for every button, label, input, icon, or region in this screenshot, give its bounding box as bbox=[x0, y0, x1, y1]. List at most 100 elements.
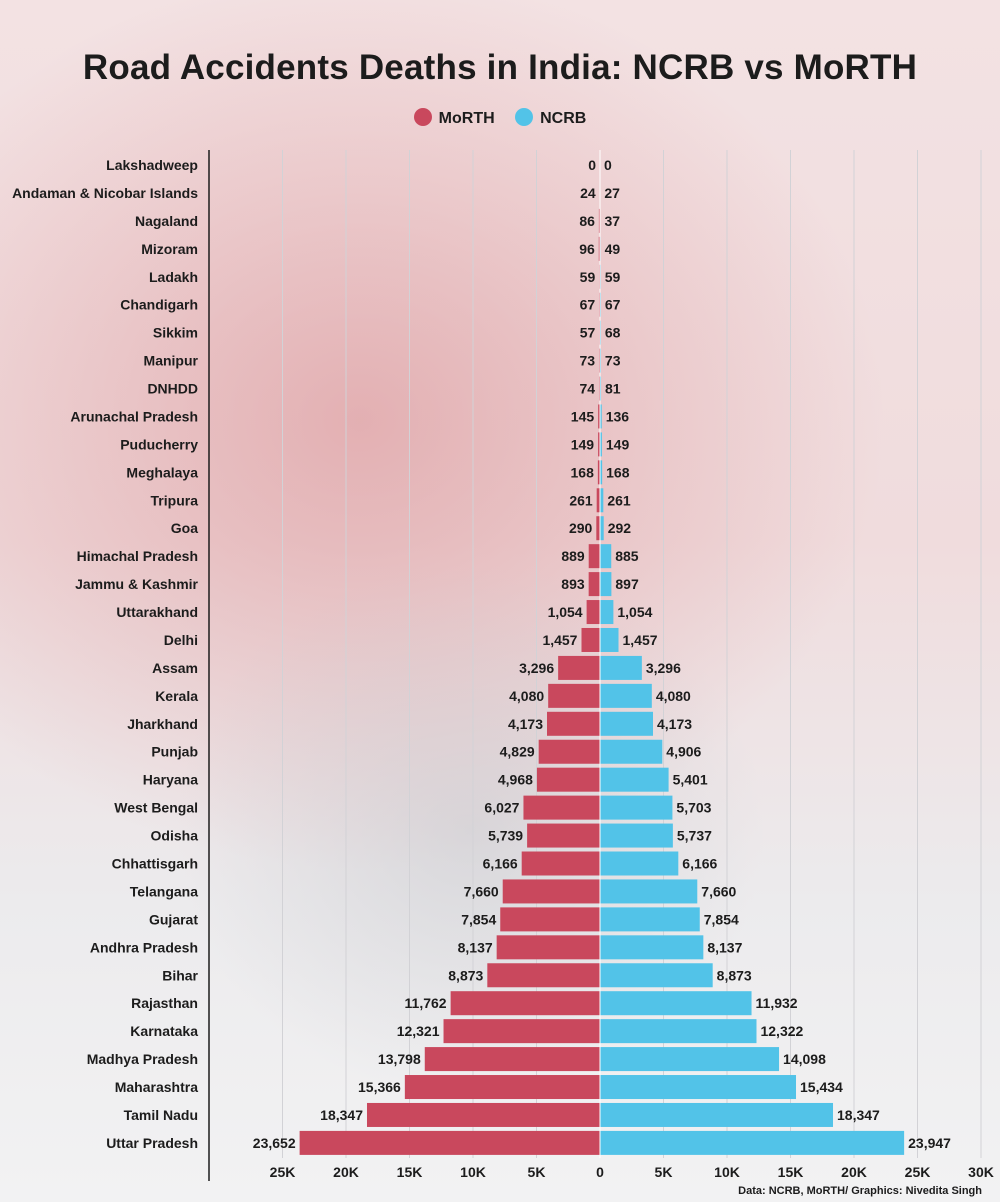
bar-ncrb bbox=[600, 963, 713, 988]
bar-ncrb bbox=[600, 432, 602, 457]
data-label-morth: 57 bbox=[580, 325, 596, 341]
data-label-morth: 73 bbox=[579, 353, 595, 369]
bar-morth bbox=[404, 1075, 600, 1100]
data-label-morth: 4,829 bbox=[500, 744, 535, 760]
x-tick-label: 30K bbox=[968, 1164, 994, 1180]
bar-morth bbox=[443, 1019, 600, 1044]
chart-title: Road Accidents Deaths in India: NCRB vs … bbox=[82, 48, 918, 87]
data-label-morth: 11,762 bbox=[405, 995, 447, 1011]
legend-label-morth: MoRTH bbox=[438, 110, 495, 127]
data-label-morth: 168 bbox=[571, 464, 595, 480]
bar-morth bbox=[299, 1130, 600, 1155]
bar-morth bbox=[596, 516, 600, 541]
data-label-ncrb: 27 bbox=[604, 185, 620, 201]
x-tick-label: 25K bbox=[905, 1164, 931, 1180]
bar-ncrb bbox=[600, 851, 679, 876]
category-label: Meghalaya bbox=[126, 464, 198, 480]
bar-ncrb bbox=[600, 1075, 797, 1100]
category-label: Puducherry bbox=[120, 436, 198, 452]
bar-morth bbox=[588, 544, 600, 569]
data-label-ncrb: 4,080 bbox=[656, 688, 691, 704]
category-label: DNHDD bbox=[147, 381, 198, 397]
legend-item-ncrb: NCRB bbox=[515, 108, 586, 128]
category-label: Punjab bbox=[151, 744, 198, 760]
bar-ncrb bbox=[600, 627, 619, 652]
bar-ncrb bbox=[600, 683, 652, 708]
data-label-ncrb: 7,854 bbox=[704, 911, 739, 927]
category-label: Himachal Pradesh bbox=[77, 548, 198, 564]
data-label-morth: 12,321 bbox=[397, 1023, 440, 1039]
bar-morth bbox=[547, 711, 600, 736]
category-label: Andaman & Nicobar Islands bbox=[12, 185, 198, 201]
data-label-morth: 23,652 bbox=[253, 1135, 296, 1151]
data-label-ncrb: 885 bbox=[615, 548, 639, 564]
data-label-morth: 18,347 bbox=[320, 1107, 363, 1123]
data-label-ncrb: 59 bbox=[605, 269, 621, 285]
bar-morth bbox=[536, 767, 600, 792]
bar-morth bbox=[586, 600, 600, 625]
bar-ncrb bbox=[600, 376, 602, 401]
category-label: Mizoram bbox=[141, 241, 198, 257]
data-label-ncrb: 136 bbox=[606, 408, 630, 424]
data-label-morth: 4,968 bbox=[498, 772, 533, 788]
legend-swatch-morth bbox=[413, 108, 432, 126]
bar-ncrb bbox=[600, 1047, 780, 1072]
data-label-morth: 7,660 bbox=[464, 883, 499, 899]
category-label: Maharashtra bbox=[115, 1079, 198, 1095]
category-label: Bihar bbox=[162, 967, 198, 983]
data-label-morth: 15,366 bbox=[358, 1079, 401, 1095]
bar-ncrb bbox=[600, 711, 653, 736]
data-label-ncrb: 1,457 bbox=[623, 632, 658, 648]
bar-ncrb bbox=[600, 823, 673, 848]
bar-morth bbox=[500, 907, 600, 932]
bar-morth bbox=[424, 1047, 600, 1072]
data-label-ncrb: 3,296 bbox=[646, 660, 681, 676]
bar-ncrb bbox=[600, 655, 642, 680]
data-label-morth: 59 bbox=[580, 269, 596, 285]
data-label-morth: 290 bbox=[569, 520, 593, 536]
category-label: Nagaland bbox=[135, 213, 198, 229]
data-label-ncrb: 73 bbox=[605, 353, 621, 369]
data-label-ncrb: 6,166 bbox=[682, 856, 717, 872]
data-label-morth: 6,027 bbox=[484, 800, 519, 816]
data-label-ncrb: 49 bbox=[605, 241, 621, 257]
data-label-morth: 5,739 bbox=[488, 828, 523, 844]
data-label-ncrb: 8,873 bbox=[717, 967, 752, 983]
bar-ncrb bbox=[600, 404, 602, 429]
data-label-morth: 893 bbox=[561, 576, 585, 592]
data-label-ncrb: 149 bbox=[606, 436, 630, 452]
category-label: Delhi bbox=[164, 632, 198, 648]
chart-legend: MoRTH NCRB bbox=[0, 108, 1000, 128]
data-label-ncrb: 81 bbox=[605, 381, 621, 397]
category-label: Chhattisgarh bbox=[112, 856, 198, 872]
bar-morth bbox=[496, 935, 600, 960]
data-label-morth: 889 bbox=[561, 548, 585, 564]
data-label-morth: 7,854 bbox=[461, 911, 496, 927]
data-label-ncrb: 67 bbox=[605, 297, 621, 313]
category-label: Karnataka bbox=[130, 1023, 198, 1039]
legend-swatch-ncrb bbox=[515, 108, 534, 126]
category-label: Assam bbox=[152, 660, 198, 676]
x-tick-label: 15K bbox=[397, 1164, 423, 1180]
data-label-morth: 8,873 bbox=[448, 967, 483, 983]
x-tick-label: 25K bbox=[270, 1164, 296, 1180]
bar-morth bbox=[598, 432, 600, 457]
category-label: Ladakh bbox=[149, 269, 198, 285]
bar-ncrb bbox=[600, 907, 700, 932]
x-tick-label: 20K bbox=[841, 1164, 867, 1180]
bar-ncrb bbox=[600, 767, 669, 792]
category-label: Haryana bbox=[143, 772, 198, 788]
data-label-ncrb: 15,434 bbox=[800, 1079, 843, 1095]
bar-morth bbox=[558, 655, 600, 680]
bar-morth bbox=[597, 460, 600, 485]
bar-morth bbox=[538, 739, 600, 764]
bar-morth bbox=[450, 991, 600, 1016]
data-label-morth: 4,173 bbox=[508, 716, 543, 732]
data-label-ncrb: 23,947 bbox=[908, 1135, 951, 1151]
bar-ncrb bbox=[600, 879, 698, 904]
data-label-morth: 74 bbox=[579, 381, 595, 397]
category-label: Tamil Nadu bbox=[124, 1107, 198, 1123]
data-label-morth: 86 bbox=[579, 213, 595, 229]
category-label: Odisha bbox=[151, 828, 199, 844]
